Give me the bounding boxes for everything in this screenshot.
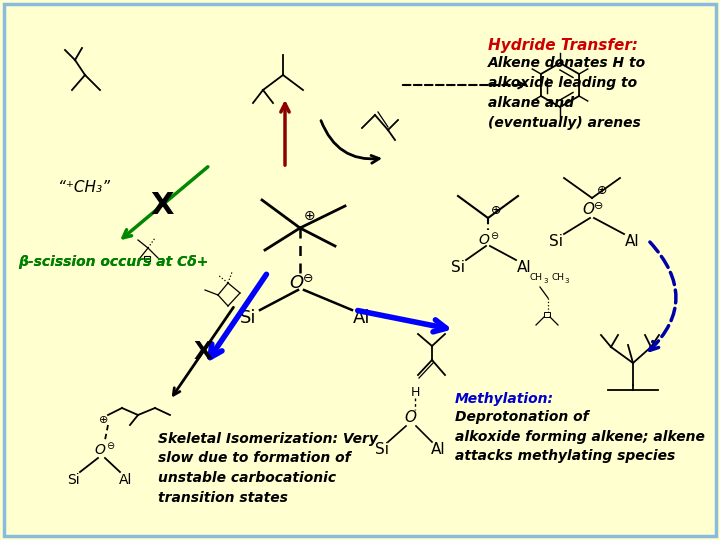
Text: ⊕: ⊕ [304, 209, 316, 223]
Text: ⊕: ⊕ [491, 204, 501, 217]
Text: 3: 3 [543, 278, 547, 284]
Text: Si: Si [375, 442, 389, 457]
Text: ⊖: ⊖ [594, 201, 603, 211]
Text: Si: Si [240, 309, 256, 327]
Text: “⁺CH₃”: “⁺CH₃” [58, 180, 110, 195]
FancyBboxPatch shape [4, 4, 716, 536]
Text: Al: Al [431, 442, 445, 457]
Text: Skeletal Isomerization: Very
slow due to formation of
unstable carbocationic
tra: Skeletal Isomerization: Very slow due to… [158, 432, 378, 504]
Text: Si: Si [549, 234, 563, 249]
Text: 3: 3 [564, 278, 569, 284]
Text: O: O [289, 274, 303, 292]
Text: Deprotonation of
alkoxide forming alkene; alkene
attacks methylating species: Deprotonation of alkoxide forming alkene… [455, 410, 705, 463]
Text: Alkene donates H to
alkoxide leading to
alkane and
(eventually) arenes: Alkene donates H to alkoxide leading to … [488, 56, 646, 130]
Bar [144, 256, 150, 261]
Text: X: X [194, 340, 212, 364]
Text: ⊖: ⊖ [490, 231, 498, 241]
Text: β-scission occurs at Cδ+: β-scission occurs at Cδ+ [18, 255, 208, 269]
Text: O: O [94, 443, 105, 457]
Text: Methylation:: Methylation: [455, 392, 554, 406]
Text: CH: CH [552, 273, 565, 282]
Text: O: O [479, 233, 490, 247]
Text: O: O [582, 202, 594, 218]
Text: O: O [404, 410, 416, 426]
Text: ⊕: ⊕ [597, 184, 607, 197]
Text: ⊖: ⊖ [106, 441, 114, 451]
Text: Hydride Transfer:: Hydride Transfer: [488, 38, 638, 53]
Text: CH: CH [530, 273, 543, 282]
Text: Si: Si [451, 260, 465, 275]
Text: X: X [150, 191, 174, 219]
Text: β-scission occurs at Cδ+: β-scission occurs at Cδ+ [18, 255, 208, 269]
Text: Al: Al [120, 473, 132, 487]
Text: Si: Si [67, 473, 79, 487]
Text: H: H [410, 386, 420, 399]
Text: Al: Al [517, 260, 531, 275]
Text: ⊖: ⊖ [302, 272, 313, 285]
Bar [544, 312, 550, 317]
Text: ⊕: ⊕ [99, 415, 109, 425]
Text: Al: Al [625, 234, 639, 249]
Text: Al: Al [354, 309, 371, 327]
